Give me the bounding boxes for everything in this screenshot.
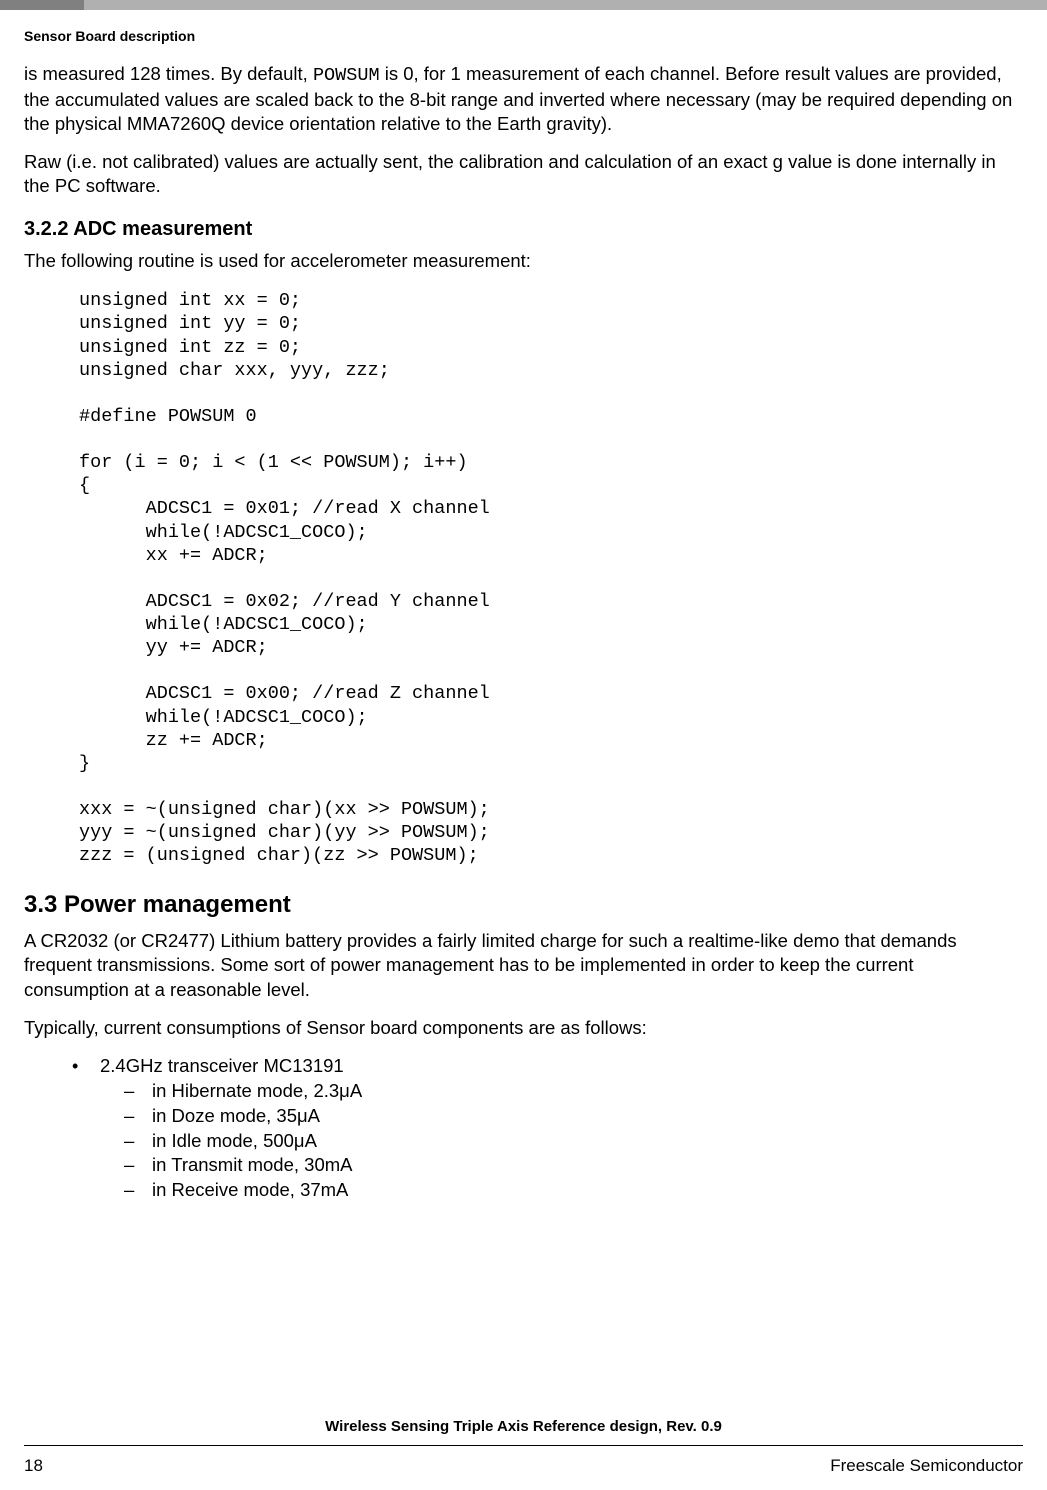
footer-row: 18 Freescale Semiconductor: [24, 1456, 1023, 1476]
paragraph-2: Raw (i.e. not calibrated) values are act…: [24, 150, 1023, 198]
sublist-item: in Doze mode, 35μA: [124, 1104, 1023, 1129]
page-content: Sensor Board description is measured 128…: [0, 10, 1047, 1203]
consumption-sublist: in Hibernate mode, 2.3μA in Doze mode, 3…: [124, 1079, 1023, 1204]
consumption-list: 2.4GHz transceiver MC13191 in Hibernate …: [72, 1054, 1023, 1204]
sublist-item: in Idle mode, 500μA: [124, 1129, 1023, 1154]
p1-text-before: is measured 128 times. By default,: [24, 63, 313, 84]
code-block-adc: unsigned int xx = 0; unsigned int yy = 0…: [79, 289, 1023, 867]
p1-inline-code: POWSUM: [313, 65, 380, 86]
paragraph-3: The following routine is used for accele…: [24, 249, 1023, 273]
top-border-accent: [0, 0, 1047, 10]
sublist-item: in Hibernate mode, 2.3μA: [124, 1079, 1023, 1104]
paragraph-4: A CR2032 (or CR2477) Lithium battery pro…: [24, 929, 1023, 1001]
paragraph-5: Typically, current consumptions of Senso…: [24, 1016, 1023, 1040]
company-name: Freescale Semiconductor: [830, 1456, 1023, 1476]
footer-doc-title: Wireless Sensing Triple Axis Reference d…: [24, 1418, 1023, 1446]
page-number: 18: [24, 1456, 43, 1476]
running-header: Sensor Board description: [24, 28, 1023, 44]
sublist-item: in Receive mode, 37mA: [124, 1178, 1023, 1203]
list-item: 2.4GHz transceiver MC13191 in Hibernate …: [72, 1054, 1023, 1204]
page-footer: Wireless Sensing Triple Axis Reference d…: [0, 1418, 1047, 1490]
sublist-item: in Transmit mode, 30mA: [124, 1153, 1023, 1178]
heading-3-3: 3.3 Power management: [24, 891, 1023, 919]
list-item-text: 2.4GHz transceiver MC13191: [100, 1055, 344, 1076]
heading-3-2-2: 3.2.2 ADC measurement: [24, 218, 1023, 241]
paragraph-1: is measured 128 times. By default, POWSU…: [24, 62, 1023, 136]
